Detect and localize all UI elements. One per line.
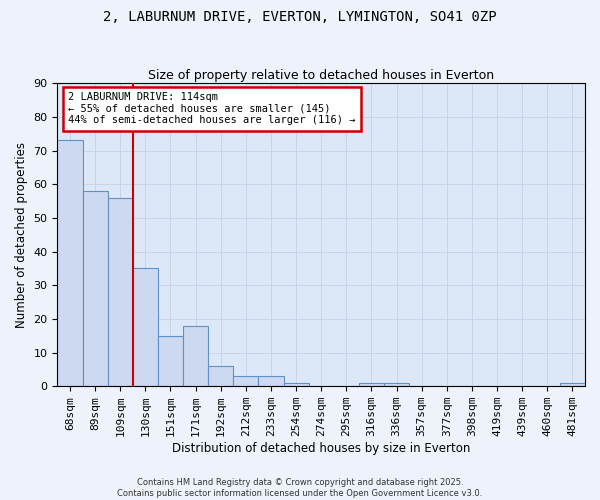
Text: 2 LABURNUM DRIVE: 114sqm
← 55% of detached houses are smaller (145)
44% of semi-: 2 LABURNUM DRIVE: 114sqm ← 55% of detach… (68, 92, 355, 126)
Bar (133, 268, 158, 386)
Bar (384, 383, 409, 386)
Bar (233, 376, 259, 386)
Bar (58, 140, 83, 386)
Bar (560, 383, 585, 386)
Bar (208, 366, 233, 386)
Bar (107, 198, 133, 386)
Bar (183, 326, 208, 386)
Bar (284, 383, 308, 386)
Bar (359, 383, 384, 386)
Bar (259, 376, 284, 386)
Text: Contains HM Land Registry data © Crown copyright and database right 2025.
Contai: Contains HM Land Registry data © Crown c… (118, 478, 482, 498)
Title: Size of property relative to detached houses in Everton: Size of property relative to detached ho… (148, 69, 494, 82)
Bar (158, 336, 183, 386)
Text: 2, LABURNUM DRIVE, EVERTON, LYMINGTON, SO41 0ZP: 2, LABURNUM DRIVE, EVERTON, LYMINGTON, S… (103, 10, 497, 24)
X-axis label: Distribution of detached houses by size in Everton: Distribution of detached houses by size … (172, 442, 470, 455)
Y-axis label: Number of detached properties: Number of detached properties (15, 142, 28, 328)
Bar (83, 191, 107, 386)
